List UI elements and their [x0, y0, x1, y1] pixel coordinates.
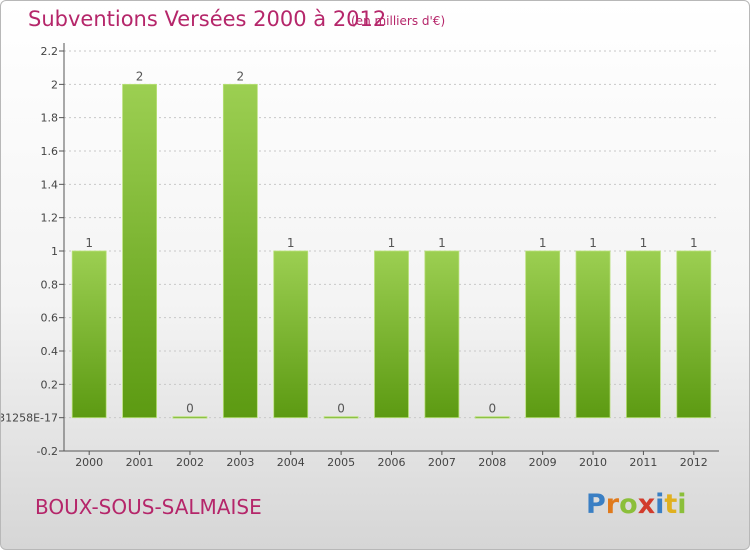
y-tick-label: 1: [51, 245, 58, 258]
y-tick-label: 0.8: [41, 278, 59, 291]
data-label: 2: [237, 69, 245, 83]
x-tick-label: 2000: [75, 456, 103, 469]
axes: [59, 43, 719, 455]
bar: [374, 250, 409, 419]
y-tick-label: 1.4: [41, 178, 59, 191]
y-tick-label: -0.2: [37, 445, 58, 458]
data-label: 0: [186, 402, 194, 416]
chart-title: Subventions Versées 2000 à 2012: [28, 7, 387, 31]
logo-letter: t: [664, 489, 678, 520]
bar: [626, 250, 661, 419]
bar: [525, 250, 561, 419]
bar: [424, 250, 460, 419]
logo-letter: i: [677, 489, 687, 520]
data-label: 1: [640, 236, 648, 250]
x-tick-label: 2003: [226, 456, 254, 469]
data-label: 1: [690, 236, 698, 250]
bar: [323, 416, 359, 419]
logo-letter: x: [637, 489, 656, 520]
logo-letter: r: [605, 489, 620, 520]
x-tick-label: 2005: [327, 456, 355, 469]
chart-subtitle: (en milliers d'€): [351, 14, 446, 28]
bar: [575, 250, 611, 419]
bar: [676, 250, 712, 419]
data-label: 1: [85, 236, 93, 250]
x-tick-label: 2001: [126, 456, 154, 469]
data-label: 1: [589, 236, 597, 250]
data-label: 1: [388, 236, 396, 250]
data-label: 1: [438, 236, 446, 250]
y-tick-label: 0.6: [41, 312, 59, 325]
data-label: 2: [136, 69, 144, 83]
y-tick-label: 2.2: [41, 45, 59, 58]
logo-letter: i: [655, 489, 665, 520]
x-tick-label: 2011: [629, 456, 657, 469]
bar: [222, 83, 258, 419]
x-tick-label: 2002: [176, 456, 204, 469]
y-tick-label: 1.8: [41, 112, 59, 125]
proxiti-logo[interactable]: Proxiti: [586, 489, 687, 520]
x-tick-label: 2009: [529, 456, 557, 469]
bar: [474, 416, 510, 419]
x-tick-label: 2007: [428, 456, 456, 469]
y-tick-label: -5.5511151231258E-17: [1, 412, 58, 425]
labels: 2.2 2 1.8 1.6 1.4 1.2 1 0.8 0.6 0.4 0.2 -5.55111512…: [1, 45, 708, 469]
x-tick-label: 2012: [680, 456, 708, 469]
data-label: 1: [539, 236, 547, 250]
y-tick-label: 1.6: [41, 145, 59, 158]
x-tick-label: 2008: [478, 456, 506, 469]
data-label: 1: [287, 236, 295, 250]
data-label: 0: [488, 402, 496, 416]
logo-letter: o: [619, 489, 638, 520]
commune-name: BOUX-SOUS-SALMAISE: [35, 495, 262, 519]
bars: [71, 83, 712, 419]
bar: [172, 416, 208, 419]
data-label: 0: [337, 402, 345, 416]
bar: [273, 250, 309, 419]
bar: [122, 83, 157, 419]
bar: [71, 250, 107, 419]
y-tick-label: 0.4: [41, 345, 59, 358]
x-tick-label: 2006: [378, 456, 406, 469]
x-tick-label: 2004: [277, 456, 305, 469]
logo-letter: P: [586, 489, 606, 520]
y-tick-label: 2: [51, 78, 58, 91]
y-tick-label: 0.2: [41, 378, 59, 391]
y-tick-label: 1.2: [41, 212, 59, 225]
x-tick-label: 2010: [579, 456, 607, 469]
